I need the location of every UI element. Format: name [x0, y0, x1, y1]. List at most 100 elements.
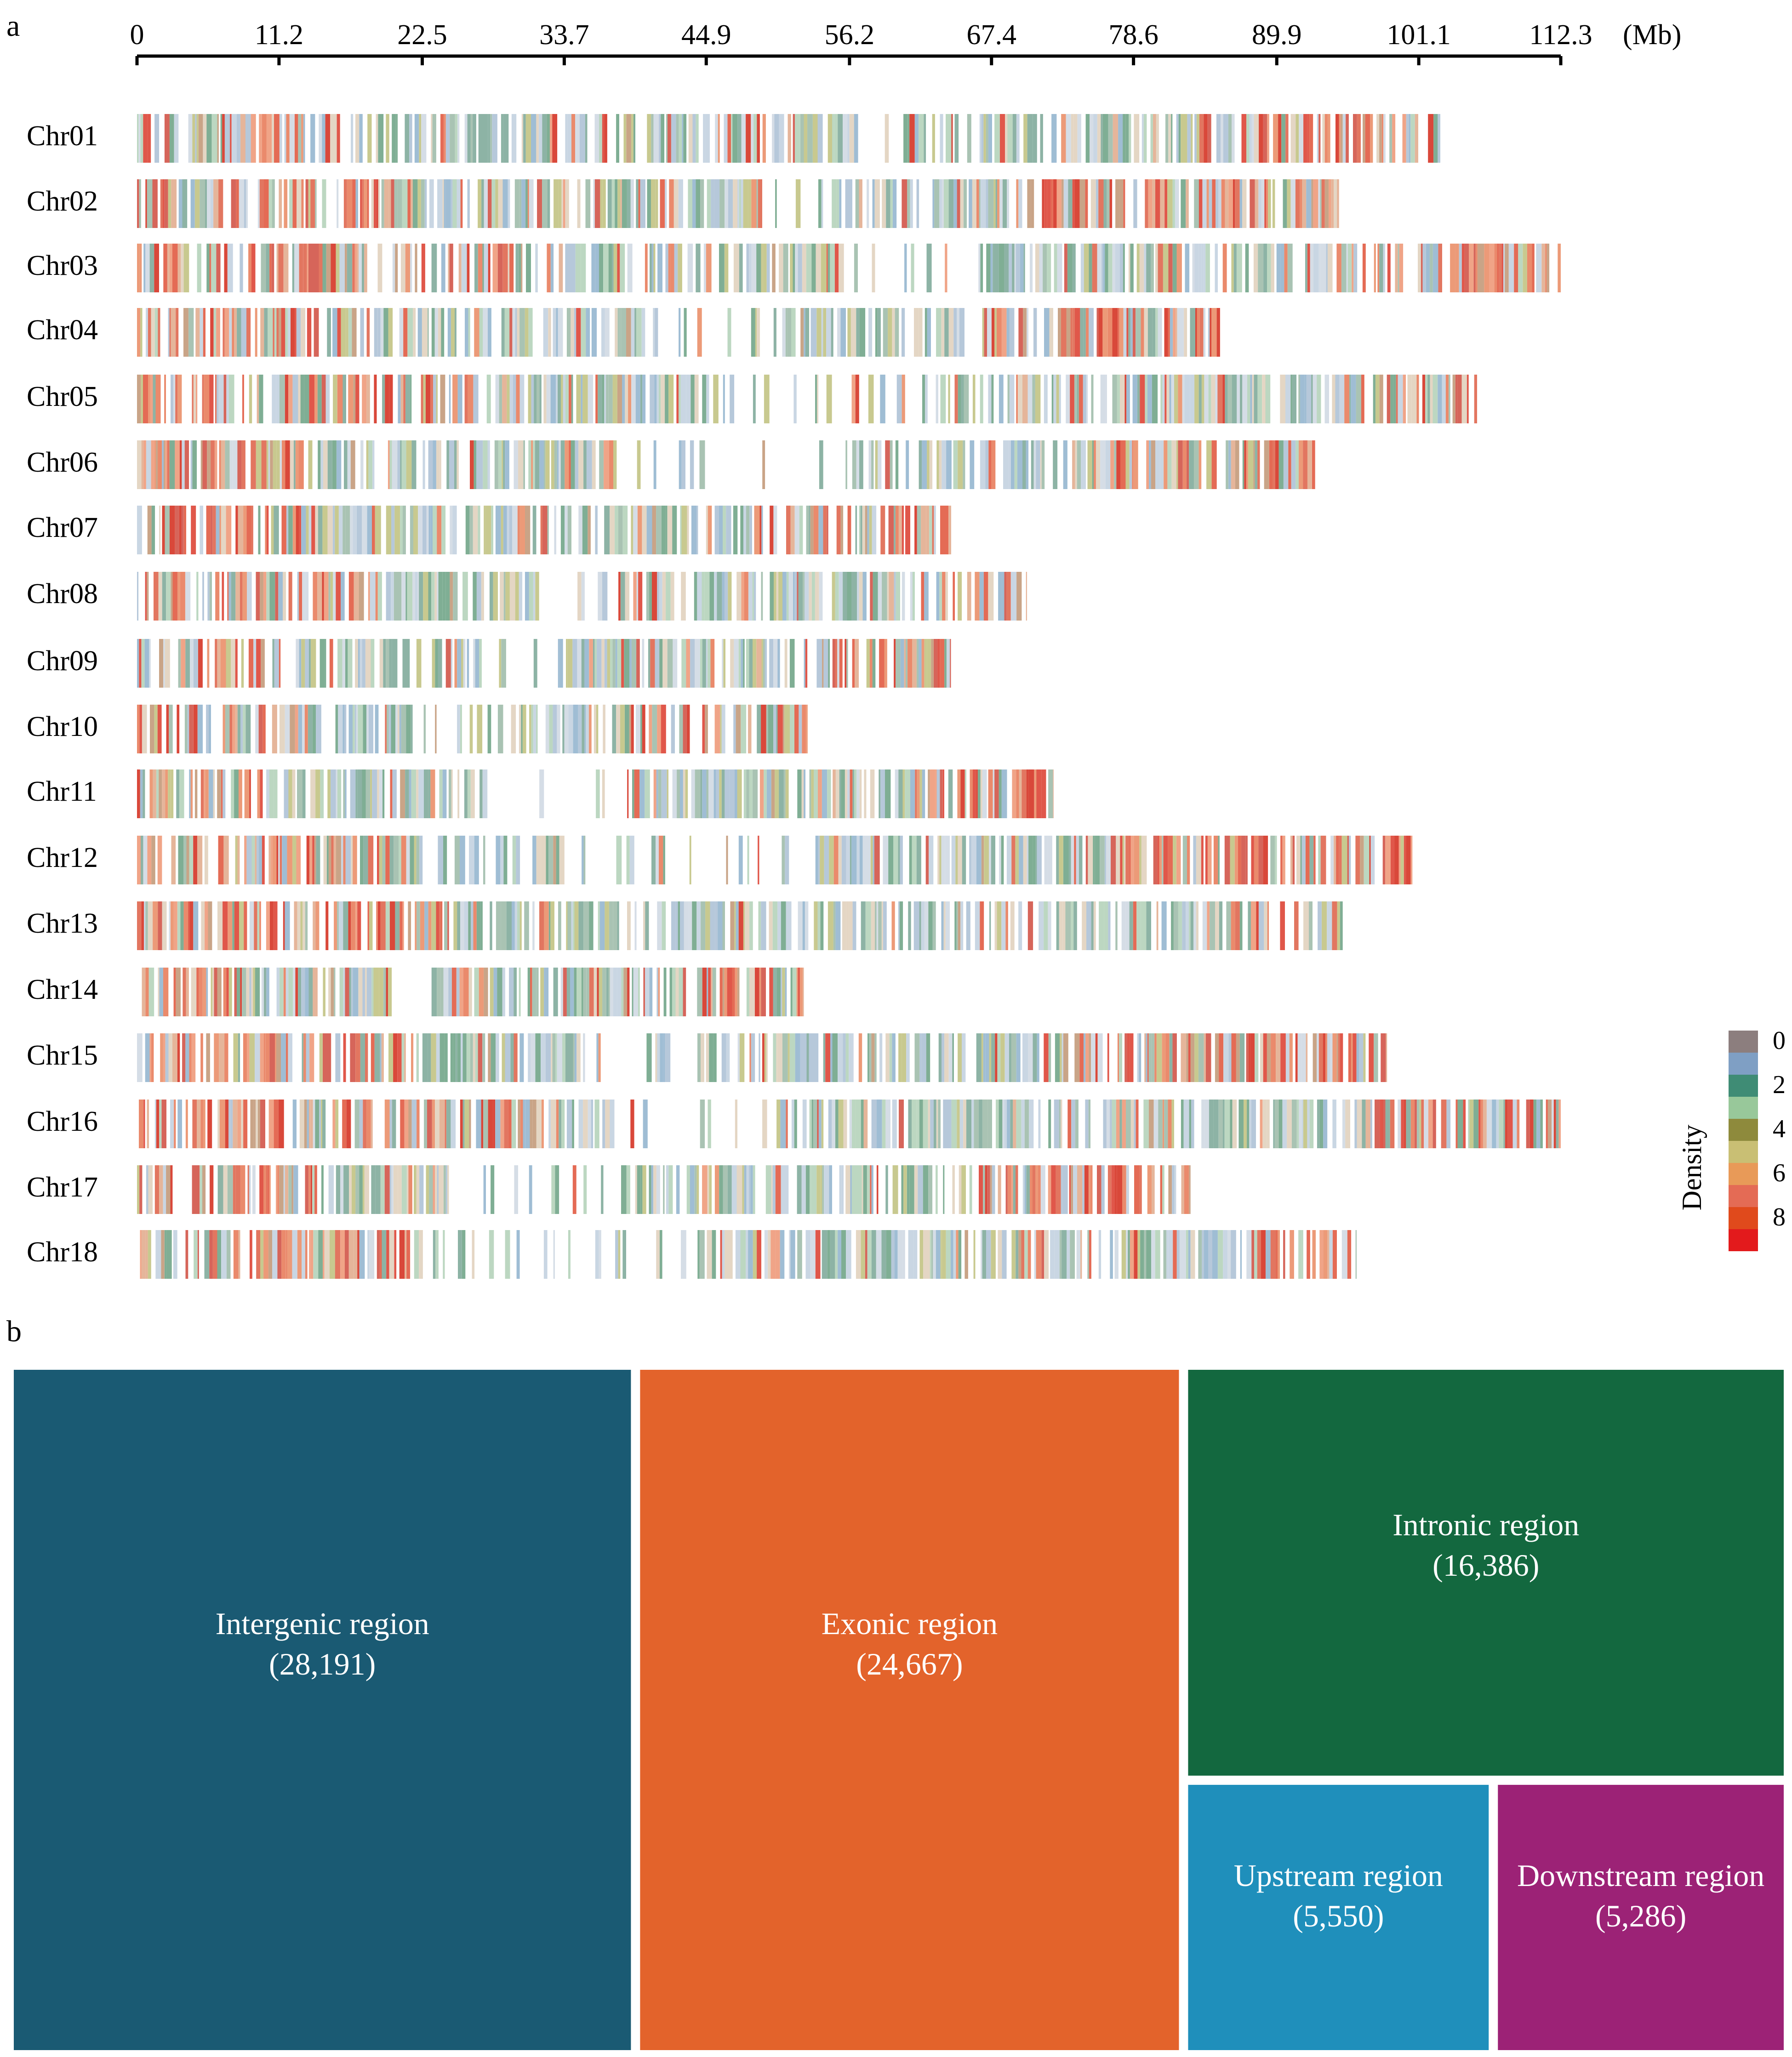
density-stripe — [280, 440, 282, 489]
density-stripe — [989, 901, 991, 950]
density-stripe — [159, 506, 161, 554]
legend-swatch — [1729, 1097, 1758, 1119]
density-stripe — [437, 179, 443, 228]
density-stripe — [468, 901, 471, 950]
density-stripe — [649, 1165, 651, 1214]
density-stripe — [817, 901, 821, 950]
density-stripe — [761, 572, 763, 621]
density-stripe — [1076, 836, 1079, 884]
density-stripe — [360, 1033, 365, 1082]
density-stripe — [394, 179, 398, 228]
density-stripe — [589, 901, 594, 950]
density-stripe — [1322, 114, 1325, 163]
density-stripe — [643, 901, 645, 950]
density-stripe — [171, 375, 174, 423]
density-stripe — [758, 901, 761, 950]
density-stripe — [1334, 179, 1337, 228]
density-stripe — [381, 1033, 384, 1082]
density-stripe — [640, 375, 643, 423]
density-stripe — [1427, 375, 1430, 423]
density-stripe — [263, 1230, 268, 1279]
density-stripe — [1092, 440, 1094, 489]
density-stripe — [1023, 244, 1025, 292]
density-stripe — [1481, 244, 1484, 292]
density-stripe — [491, 1033, 496, 1082]
density-stripe — [231, 572, 236, 621]
density-stripe — [890, 179, 893, 228]
density-stripe — [228, 1100, 231, 1148]
density-stripe — [687, 506, 689, 554]
density-stripe — [467, 769, 471, 818]
density-stripe — [193, 639, 198, 688]
density-stripe — [172, 244, 178, 292]
density-stripe — [405, 769, 409, 818]
density-stripe — [758, 179, 762, 228]
density-stripe — [514, 179, 519, 228]
density-stripe — [1239, 901, 1243, 950]
density-stripe — [642, 506, 647, 554]
density-stripe — [1295, 179, 1300, 228]
density-stripe — [764, 375, 770, 423]
density-stripe — [1126, 375, 1130, 423]
density-stripe — [926, 1033, 930, 1082]
density-stripe — [796, 968, 798, 1016]
density-stripe — [280, 1165, 284, 1214]
chromosome-density-tracks: Chr01Chr02Chr03Chr04Chr05Chr06Chr07Chr08… — [27, 114, 1561, 1279]
density-stripe — [1337, 179, 1339, 228]
density-stripe — [1182, 901, 1186, 950]
density-stripe — [293, 440, 296, 489]
density-stripe — [856, 308, 860, 357]
density-stripe — [731, 114, 733, 163]
density-stripe — [444, 901, 448, 950]
density-stripe — [898, 901, 900, 950]
density-stripe — [268, 836, 271, 884]
x-tick-label: 22.5 — [397, 19, 447, 51]
density-stripe — [1035, 375, 1041, 423]
density-stripe — [877, 1100, 882, 1148]
density-stripe — [714, 572, 717, 621]
density-stripe — [1061, 308, 1067, 357]
density-stripe — [1037, 836, 1042, 884]
density-stripe — [234, 769, 239, 818]
density-stripe — [162, 506, 165, 554]
density-stripe — [542, 1100, 544, 1148]
density-stripe — [1246, 114, 1250, 163]
density-stripe — [719, 506, 723, 554]
density-stripe — [269, 901, 274, 950]
density-stripe — [1251, 836, 1254, 884]
density-stripe — [448, 769, 451, 818]
density-stripe — [902, 769, 905, 818]
density-stripe — [306, 836, 310, 884]
density-stripe — [823, 506, 827, 554]
density-stripe — [204, 836, 208, 884]
density-stripe — [410, 375, 412, 423]
density-stripe — [438, 308, 441, 357]
density-stripe — [922, 440, 927, 489]
density-stripe — [1283, 1230, 1285, 1279]
density-stripe — [175, 440, 180, 489]
density-stripe — [1044, 836, 1048, 884]
density-stripe — [337, 639, 342, 688]
density-stripe — [1239, 179, 1243, 228]
density-stripe — [1015, 572, 1017, 621]
density-stripe — [384, 1165, 390, 1214]
density-stripe — [1311, 375, 1313, 423]
density-stripe — [998, 1230, 1002, 1279]
density-stripe — [476, 901, 481, 950]
density-stripe — [990, 244, 993, 292]
density-stripe — [697, 1230, 700, 1279]
density-stripe — [410, 836, 414, 884]
density-stripe — [821, 308, 823, 357]
density-stripe — [1087, 440, 1092, 489]
density-stripe — [172, 572, 178, 621]
chromosome-label: Chr04 — [27, 314, 98, 346]
density-stripe — [168, 1033, 172, 1082]
density-stripe — [604, 506, 610, 554]
density-stripe — [405, 572, 407, 621]
density-stripe — [429, 179, 434, 228]
density-stripe — [700, 1100, 705, 1148]
density-stripe — [264, 179, 269, 228]
density-stripe — [655, 1033, 657, 1082]
density-stripe — [867, 1165, 870, 1214]
density-stripe — [652, 506, 656, 554]
